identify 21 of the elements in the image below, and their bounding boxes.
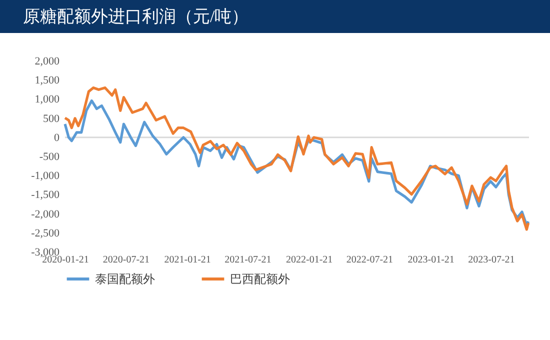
legend-label: 巴西配额外 — [230, 272, 290, 286]
chart-title: 原糖配额外进口利润（元/吨） — [0, 0, 550, 33]
x-tick-label: 2021-07-21 — [224, 254, 272, 266]
y-tick-label: -500 — [39, 151, 60, 163]
x-tick-label: 2022-01-21 — [286, 254, 333, 266]
y-tick-label: 500 — [43, 112, 60, 125]
y-tick-label: 1,500 — [34, 74, 60, 87]
y-tick-label: 2,000 — [34, 56, 60, 68]
x-tick-label: 2023-01-21 — [408, 254, 454, 266]
y-tick-label: -1,500 — [31, 189, 60, 202]
x-tick-label: 2020-01-21 — [42, 254, 89, 266]
y-tick-label: 1,000 — [34, 94, 60, 106]
x-tick-label: 2022-07-21 — [346, 254, 394, 266]
x-tick-label: 2020-07-21 — [102, 254, 150, 266]
x-tick-label: 2021-01-21 — [164, 254, 211, 266]
x-tick-label: 2023-07-21 — [468, 254, 515, 266]
y-tick-label: -2,000 — [31, 208, 60, 220]
y-tick-label: -2,500 — [31, 227, 60, 240]
y-tick-label: -1,000 — [31, 170, 60, 182]
legend-label: 泰国配额外 — [95, 272, 155, 286]
y-tick-label: 0 — [54, 132, 60, 144]
